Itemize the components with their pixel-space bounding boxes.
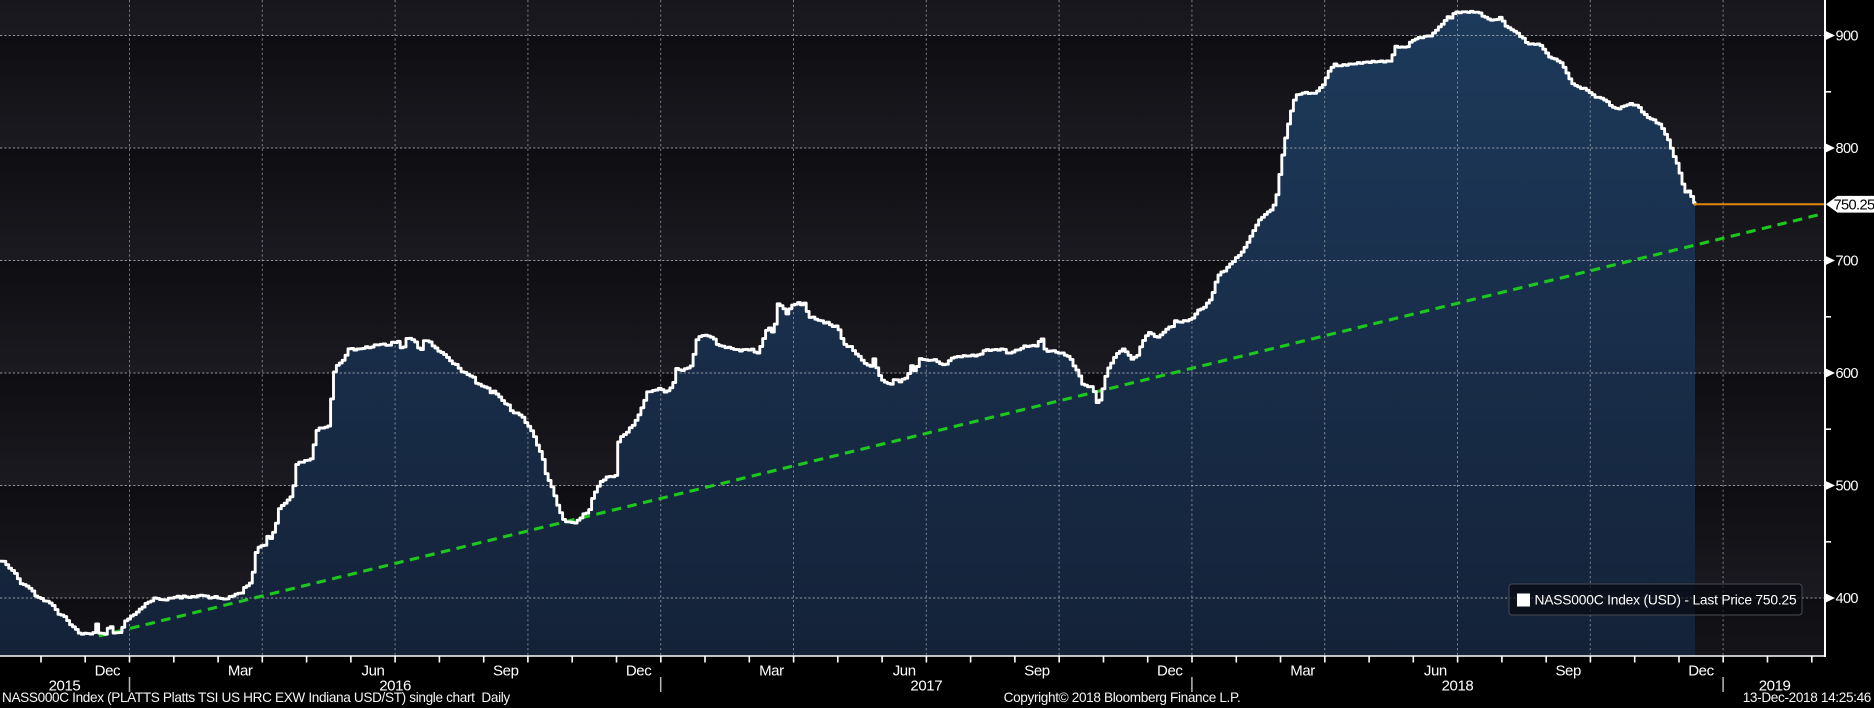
svg-text:Copyright© 2018 Bloomberg Fina: Copyright© 2018 Bloomberg Finance L.P. [1004, 690, 1241, 705]
svg-text:400: 400 [1836, 591, 1859, 607]
svg-text:2018: 2018 [1442, 678, 1474, 695]
svg-text:600: 600 [1836, 366, 1859, 382]
svg-text:800: 800 [1836, 141, 1859, 157]
svg-text:Dec: Dec [1157, 663, 1183, 680]
svg-text:Mar: Mar [759, 663, 784, 680]
svg-text:Mar: Mar [228, 663, 253, 680]
svg-text:900: 900 [1836, 29, 1859, 45]
svg-text:Dec: Dec [626, 663, 652, 680]
svg-text:Sep: Sep [493, 663, 519, 680]
svg-text:Dec: Dec [1688, 663, 1714, 680]
svg-text:Sep: Sep [1555, 663, 1581, 680]
svg-text:2016: 2016 [379, 678, 411, 695]
svg-text:Mar: Mar [1290, 663, 1315, 680]
svg-text:2017: 2017 [910, 678, 942, 695]
svg-text:2019: 2019 [1759, 678, 1791, 695]
svg-text:NASS000C Index (PLATTS Platts: NASS000C Index (PLATTS Platts TSI US HRC… [2, 690, 510, 705]
svg-text:500: 500 [1836, 479, 1859, 495]
svg-text:Jun: Jun [362, 663, 385, 680]
svg-text:Jun: Jun [1424, 663, 1447, 680]
svg-text:Jun: Jun [893, 663, 916, 680]
svg-text:Dec: Dec [95, 663, 121, 680]
svg-text:700: 700 [1836, 254, 1859, 270]
svg-text:750.25: 750.25 [1834, 198, 1874, 214]
svg-text:2015: 2015 [49, 678, 81, 695]
svg-text:NASS000C Index (USD) - Last Pr: NASS000C Index (USD) - Last Price 750.25 [1535, 593, 1797, 608]
svg-text:Sep: Sep [1024, 663, 1050, 680]
svg-text:13-Dec-2018 14:25:46: 13-Dec-2018 14:25:46 [1743, 690, 1871, 705]
